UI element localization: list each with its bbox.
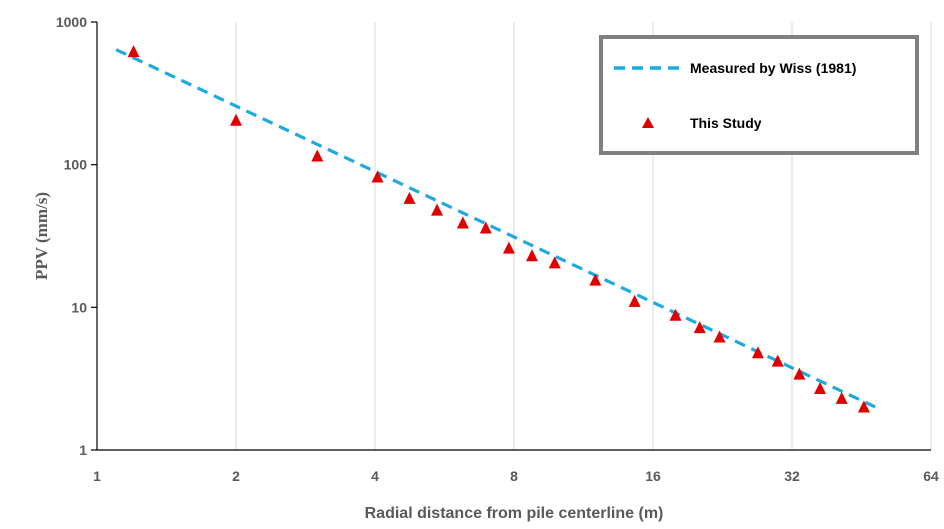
- this-study-point: [713, 330, 726, 343]
- y-tick-label-1000: 1000: [56, 14, 87, 30]
- this-study-point: [835, 391, 848, 404]
- this-study-point: [751, 346, 764, 359]
- this-study-point: [628, 294, 641, 307]
- y-tick-labels: 1 10 100 1000: [56, 14, 87, 458]
- x-tick-label-16: 16: [645, 468, 661, 484]
- this-study-point: [371, 170, 384, 183]
- y-tick-label-1: 1: [79, 442, 87, 458]
- axes: [96, 22, 931, 451]
- this-study-point: [502, 241, 515, 254]
- legend-label-this-study: This Study: [690, 115, 762, 131]
- legend: Measured by Wiss (1981) This Study: [599, 35, 919, 155]
- this-study-point: [693, 321, 706, 334]
- this-study-point: [857, 400, 870, 413]
- y-tick-marks: [91, 21, 97, 451]
- legend-label-measured-wiss: Measured by Wiss (1981): [690, 60, 856, 76]
- this-study-point: [127, 45, 140, 58]
- y-tick-label-100: 100: [64, 157, 88, 173]
- legend-box: [599, 35, 919, 155]
- measured-wiss-line: [115, 48, 877, 409]
- x-tick-label-32: 32: [784, 468, 800, 484]
- x-tick-label-8: 8: [510, 468, 518, 484]
- this-study-point: [548, 256, 561, 269]
- this-study-point: [589, 273, 602, 286]
- this-study-point: [431, 203, 444, 216]
- x-tick-labels: 1 2 4 8 16 32 64: [93, 468, 939, 484]
- this-study-point: [669, 308, 682, 321]
- series-measured-wiss: [115, 48, 877, 409]
- this-study-point: [311, 149, 324, 162]
- legend-swatch-this-study: [642, 117, 654, 128]
- this-study-point: [771, 354, 784, 367]
- this-study-point: [814, 381, 827, 394]
- this-study-point: [793, 367, 806, 380]
- this-study-point: [525, 249, 538, 262]
- x-axis-label: Radial distance from pile centerline (m): [365, 505, 664, 522]
- this-study-point: [403, 191, 416, 204]
- this-study-point: [479, 221, 492, 234]
- this-study-point: [456, 216, 469, 229]
- series-this-study: [127, 45, 870, 413]
- x-tick-label-2: 2: [232, 468, 240, 484]
- y-axis-label: PPV (mm/s): [32, 192, 51, 280]
- this-study-point: [230, 113, 242, 126]
- x-tick-label-1: 1: [93, 468, 101, 484]
- y-tick-label-10: 10: [71, 299, 87, 315]
- x-tick-label-64: 64: [923, 468, 939, 484]
- x-tick-label-4: 4: [371, 468, 379, 484]
